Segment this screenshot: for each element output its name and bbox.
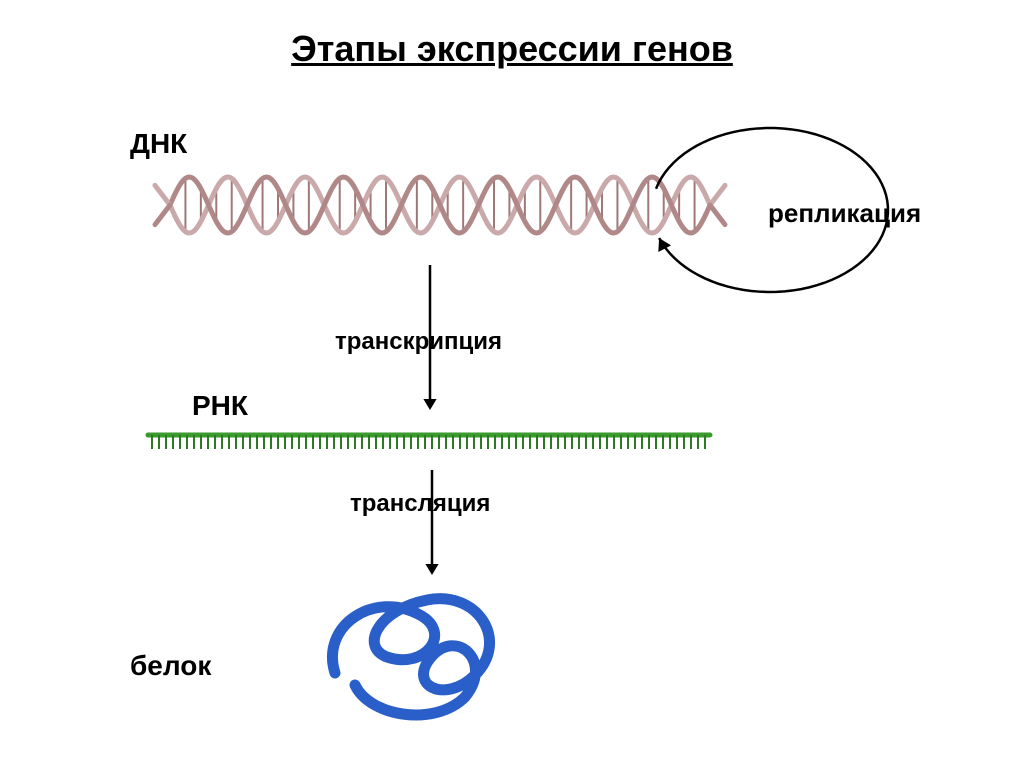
label-replication: репликация: [768, 198, 921, 229]
label-dna: ДНК: [130, 128, 187, 160]
dna-helix: [155, 177, 725, 233]
label-rna: РНК: [192, 390, 248, 422]
rna-strand: [148, 435, 710, 449]
label-translation: трансляция: [350, 490, 490, 518]
page-title: Этапы экспрессии генов: [0, 28, 1024, 70]
diagram-area: ДНК РНК белок репликация транскрипция тр…: [70, 110, 950, 730]
arrow-translation: [425, 470, 438, 575]
label-transcription: транскрипция: [335, 328, 502, 356]
protein-shape: [332, 599, 489, 715]
label-protein: белок: [130, 650, 211, 682]
